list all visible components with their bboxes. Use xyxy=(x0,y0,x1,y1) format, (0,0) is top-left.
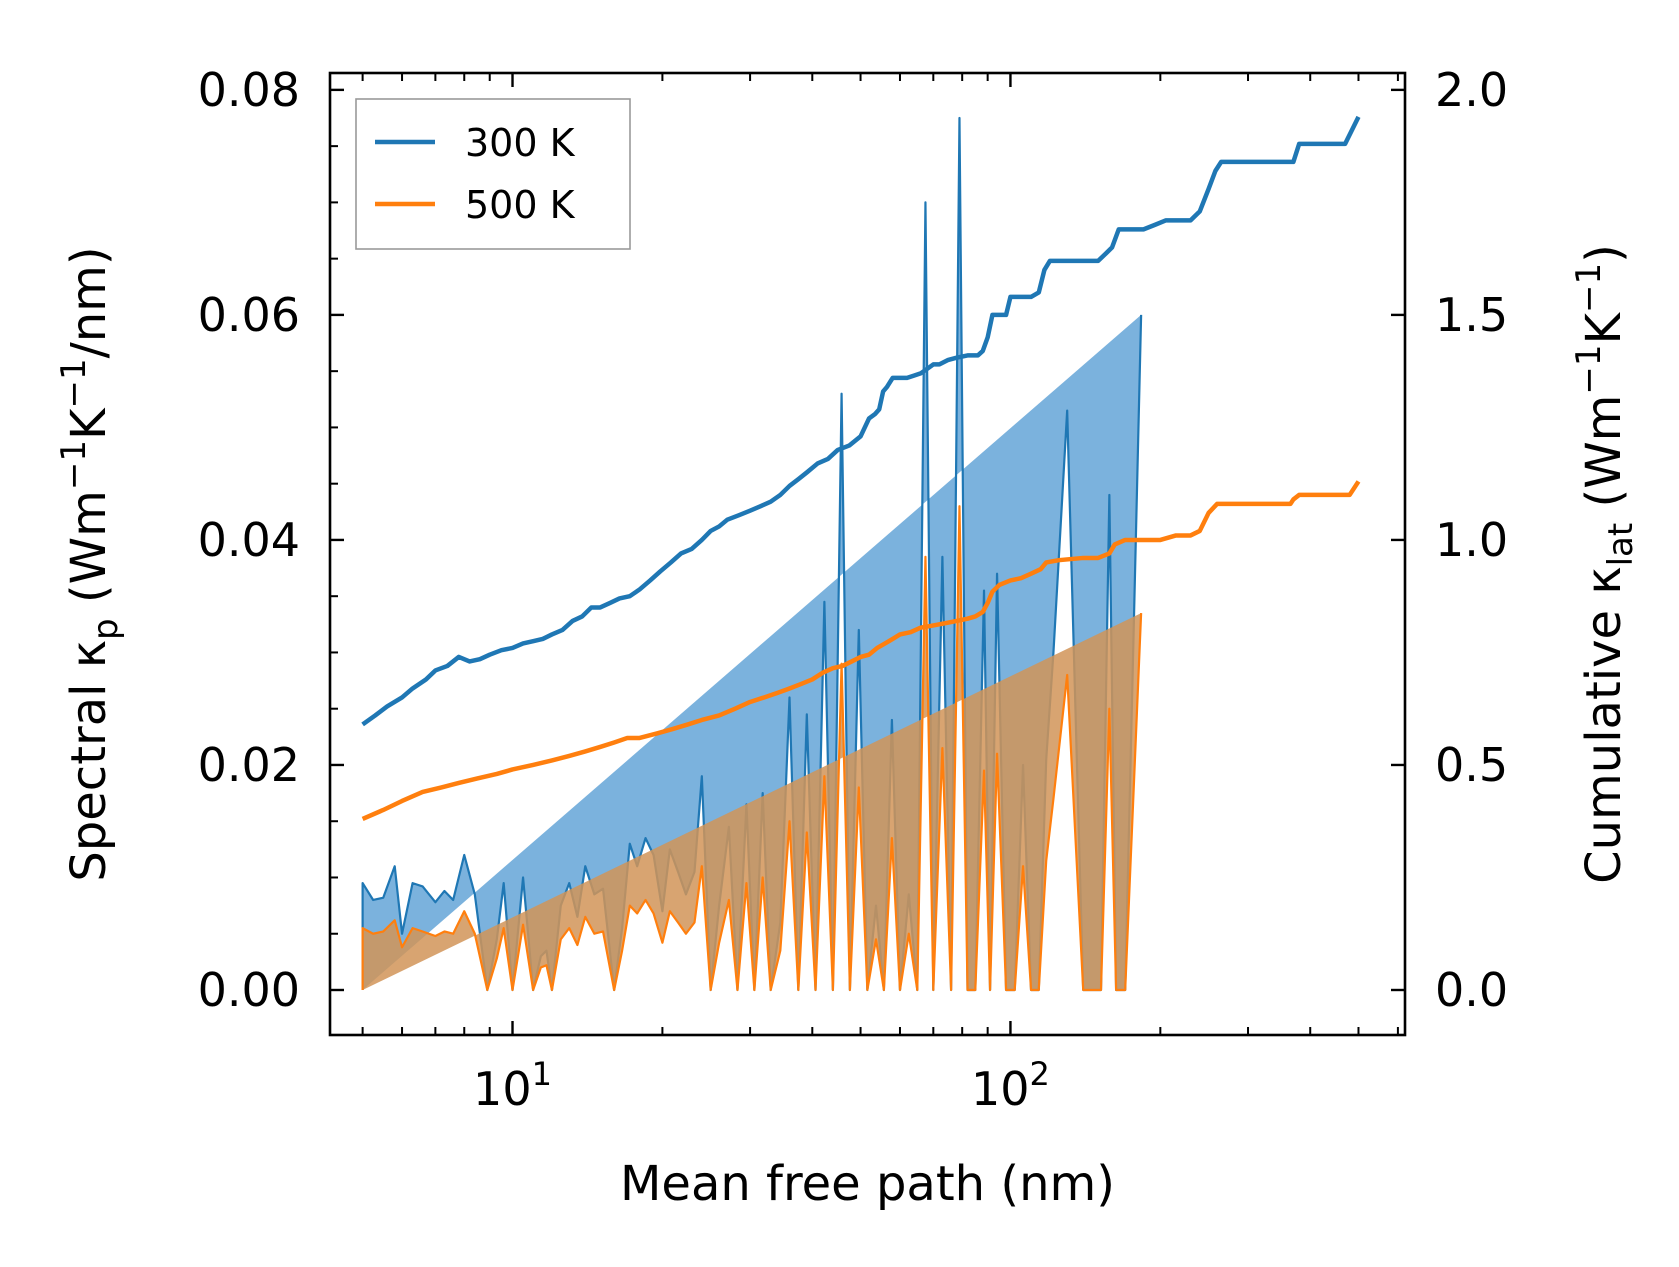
left-y-tick-label: 0.04 xyxy=(198,513,300,567)
cumulative-500k-line xyxy=(361,480,1361,822)
x-tick-base: 10 xyxy=(971,1062,1030,1116)
right-y-axis-title-part: (Wm xyxy=(1576,395,1632,523)
series-layer xyxy=(361,115,1361,992)
right-y-tick-label: 0.0 xyxy=(1435,963,1508,1017)
legend-label: 500 K xyxy=(465,183,576,227)
left-y-axis-title-part: K xyxy=(61,407,117,440)
legend-box xyxy=(355,98,631,250)
right-y-tick-label: 2.0 xyxy=(1435,63,1508,117)
x-axis-title: Mean free path (nm) xyxy=(620,1156,1115,1212)
right-y-tick-label: 0.5 xyxy=(1435,738,1508,792)
legend: 300 K 500 K xyxy=(355,98,631,250)
tick-layer xyxy=(330,73,1405,1035)
cumulative-300k-line xyxy=(361,115,1361,727)
right-y-axis-title-part: K xyxy=(1576,311,1632,344)
left-y-axis-title-part: (Wm xyxy=(61,490,117,618)
left-y-tick-label: 0.06 xyxy=(198,288,300,342)
left-y-axis-title-part: p xyxy=(86,618,126,640)
left-y-tick-label: 0.00 xyxy=(198,963,300,1017)
right-y-axis-title-part: −1 xyxy=(1569,263,1609,313)
spectral-500k-fill xyxy=(362,506,1142,990)
right-y-tick-label: 1.0 xyxy=(1435,513,1508,567)
right-y-axis-title-part: Cumulative κ xyxy=(1576,566,1632,884)
left-y-axis-title: Spectral κp (Wm−1K−1/nm) xyxy=(54,246,126,881)
right-y-tick-label: 1.5 xyxy=(1435,288,1508,342)
left-y-axis-title-part: Spectral κ xyxy=(61,640,117,882)
right-y-axis-title-part: −1 xyxy=(1569,344,1609,394)
left-y-tick-label: 0.02 xyxy=(198,738,300,792)
x-tick-base: 10 xyxy=(473,1062,532,1116)
spectral-500k-line xyxy=(361,505,1143,992)
x-tick-label: 101 xyxy=(473,1055,552,1116)
left-y-tick-label: 0.08 xyxy=(198,63,300,117)
plot-frame xyxy=(328,71,1407,1037)
right-y-axis-title: Cumulative κlat (Wm−1K−1) xyxy=(1569,244,1641,884)
x-tick-exponent: 2 xyxy=(1030,1055,1050,1093)
x-tick-label: 102 xyxy=(971,1055,1050,1116)
left-y-axis-title-part: /nm) xyxy=(61,246,117,358)
x-tick-exponent: 1 xyxy=(532,1055,552,1093)
legend-label: 300 K xyxy=(465,121,576,165)
left-y-axis-title-part: −1 xyxy=(54,440,94,490)
right-y-axis-title-part: lat xyxy=(1601,523,1641,567)
left-y-axis-title-part: −1 xyxy=(54,358,94,408)
right-y-axis-title-part: ) xyxy=(1576,244,1632,263)
